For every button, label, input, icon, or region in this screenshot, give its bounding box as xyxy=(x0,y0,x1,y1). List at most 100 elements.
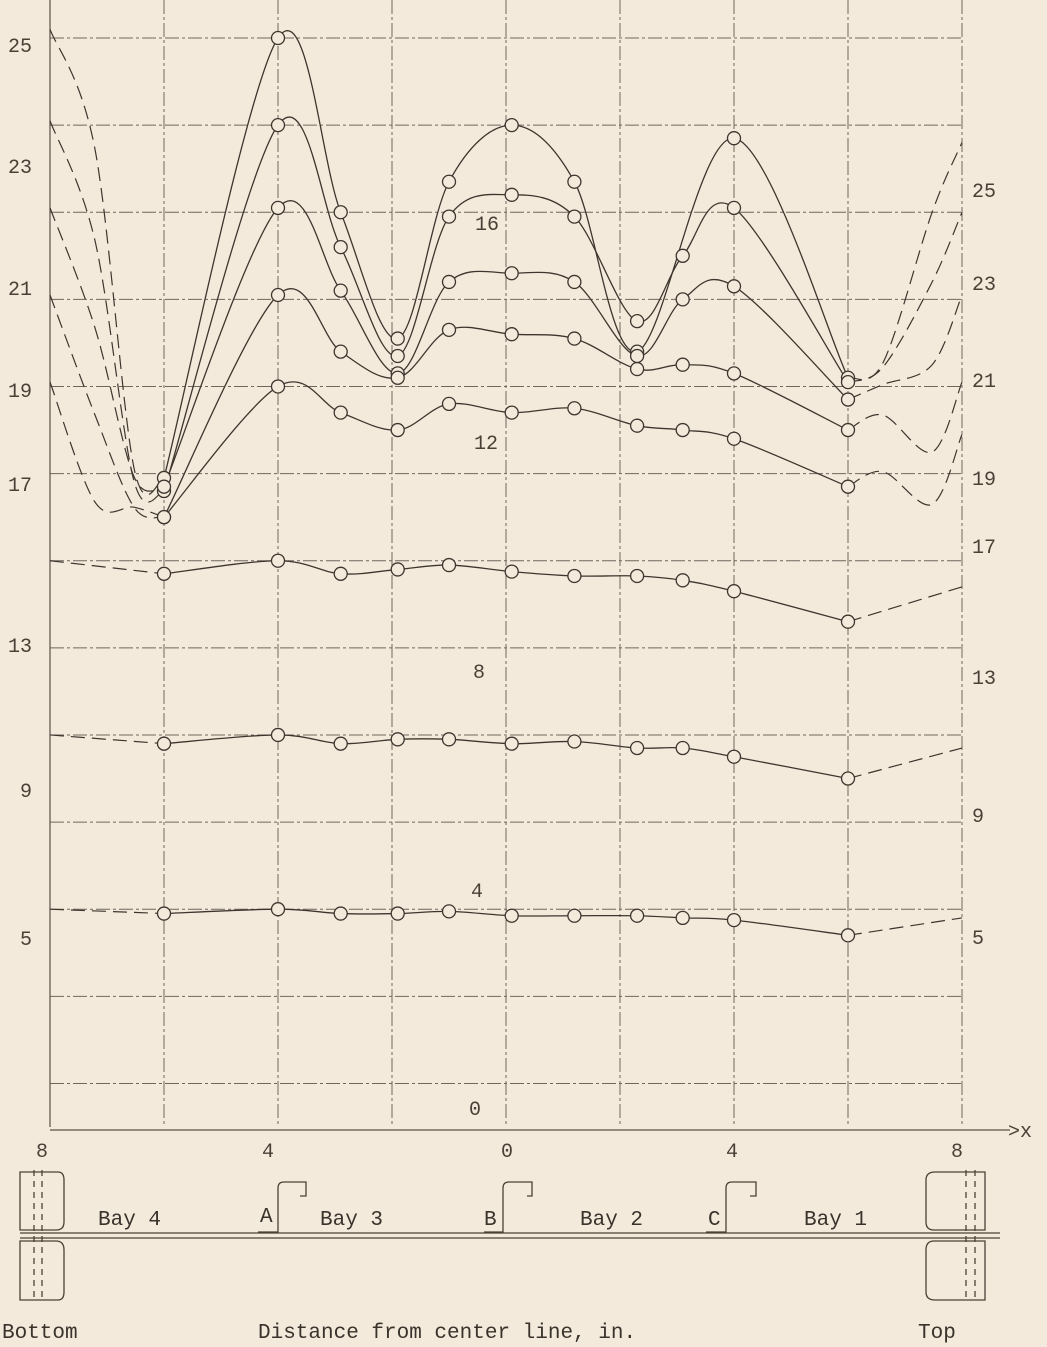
series-dashed-left-6 xyxy=(49,734,165,745)
data-point xyxy=(441,904,457,919)
data-point xyxy=(441,174,457,189)
data-point xyxy=(441,274,457,290)
left-tick: 5 xyxy=(20,929,32,952)
data-point xyxy=(726,584,742,599)
data-point xyxy=(567,331,582,346)
series-dashed-left-10 xyxy=(49,381,165,518)
data-point xyxy=(675,573,690,588)
data-point xyxy=(675,357,690,372)
data-point xyxy=(270,902,286,917)
data-point xyxy=(675,292,690,307)
data-point xyxy=(504,736,519,751)
series-curve-14 xyxy=(163,200,849,487)
stiffener-b xyxy=(484,1181,533,1233)
data-point xyxy=(441,396,457,412)
bay-3-label: Bay 3 xyxy=(320,1209,383,1232)
data-point xyxy=(390,906,405,921)
right-tick: 25 xyxy=(972,181,996,204)
data-point xyxy=(840,928,856,943)
data-point xyxy=(270,200,286,216)
x-axis-title: Distance from center line, in. xyxy=(258,1322,636,1345)
data-point xyxy=(504,564,519,579)
data-point xyxy=(504,405,519,420)
series-curve-15 xyxy=(163,116,849,492)
data-point xyxy=(567,734,582,749)
curve-labels: 16 12 8 4 0 xyxy=(469,214,499,1122)
data-point xyxy=(390,331,405,346)
data-point xyxy=(441,209,457,224)
data-point xyxy=(567,209,582,224)
stiffener-a xyxy=(258,1181,307,1233)
data-point xyxy=(390,348,405,364)
data-point xyxy=(629,361,645,377)
data-point xyxy=(270,30,286,46)
data-point xyxy=(270,117,286,133)
x-tick: 8 xyxy=(951,1141,963,1164)
series-dashed-right-14 xyxy=(847,294,963,401)
left-tick: 9 xyxy=(20,781,32,804)
data-point xyxy=(675,422,690,438)
right-tick: 17 xyxy=(972,537,996,560)
series-dashed-left-12 xyxy=(49,294,165,519)
right-tick: 13 xyxy=(972,668,996,691)
data-point xyxy=(390,370,405,385)
data-point xyxy=(156,736,172,751)
data-point xyxy=(726,431,742,446)
data-point xyxy=(156,566,172,581)
left-tick: 17 xyxy=(8,475,32,498)
data-point xyxy=(840,392,856,407)
data-point xyxy=(567,274,582,290)
grid xyxy=(49,0,963,1127)
data-point xyxy=(726,749,742,764)
bay-4-label: Bay 4 xyxy=(98,1209,161,1232)
data-point xyxy=(270,379,286,394)
data-point xyxy=(726,279,742,294)
data-point xyxy=(726,366,742,381)
series-dashed-left-14 xyxy=(49,207,165,492)
data-point xyxy=(840,422,856,438)
left-flange-top xyxy=(19,1171,65,1231)
data-point xyxy=(333,566,348,581)
left-tick: 19 xyxy=(8,381,32,404)
x-tick: 4 xyxy=(726,1141,738,1164)
data-point xyxy=(567,908,582,923)
left-tick: 21 xyxy=(8,279,32,302)
stiffener-c-label: C xyxy=(708,1209,721,1232)
data-point xyxy=(567,174,582,189)
data-point xyxy=(840,374,856,390)
series-curve-12 xyxy=(163,288,849,518)
left-tick: 25 xyxy=(8,36,32,59)
series-dashed-right-8 xyxy=(847,586,963,623)
data-point xyxy=(156,479,172,494)
data-point xyxy=(504,908,519,923)
data-point xyxy=(629,313,645,329)
data-point xyxy=(726,912,742,928)
data-point xyxy=(333,283,348,298)
x-tick: 0 xyxy=(501,1141,513,1164)
data-point xyxy=(441,322,457,338)
series-dashed-left-15 xyxy=(49,120,165,503)
data-point xyxy=(675,910,690,926)
top-end-label: Top xyxy=(918,1322,956,1345)
stiffener-c xyxy=(706,1181,757,1233)
series-dashed-left-8 xyxy=(49,560,165,575)
data-point xyxy=(840,771,856,786)
data-point xyxy=(726,200,742,216)
data-point xyxy=(675,740,690,756)
data-point xyxy=(270,287,286,303)
right-tick: 19 xyxy=(972,469,996,492)
data-point xyxy=(333,736,348,751)
data-point xyxy=(675,248,690,263)
stiffener-a-label: A xyxy=(260,1206,273,1229)
series-dashed-left-4 xyxy=(49,908,165,915)
right-tick: 23 xyxy=(972,274,996,297)
left-axis-ticks: 25 23 21 19 17 13 9 5 xyxy=(8,36,32,952)
data-point xyxy=(567,568,582,584)
x-tick: 8 xyxy=(36,1141,48,1164)
left-tick: 23 xyxy=(8,157,32,180)
data-point xyxy=(390,422,405,438)
right-axis-ticks: 25 23 21 19 17 13 9 5 xyxy=(972,181,996,951)
data-point xyxy=(504,187,519,202)
data-point xyxy=(504,327,519,342)
left-flange-bottom xyxy=(19,1240,65,1301)
